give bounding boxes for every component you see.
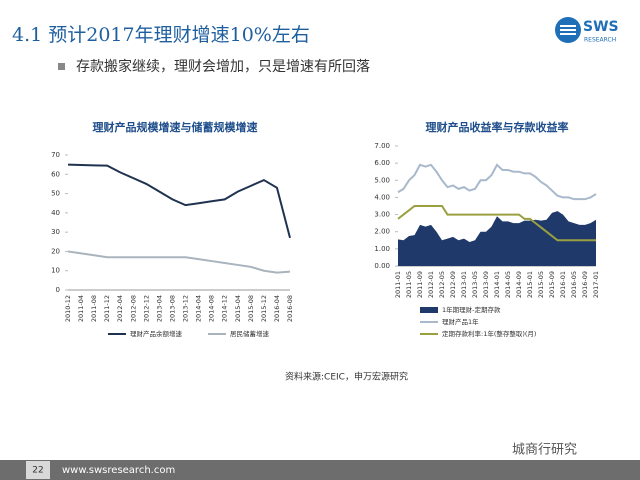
- x-tick-label: 2015-04: [234, 295, 242, 322]
- x-tick-label: 2014-12: [221, 295, 229, 322]
- slide-title: 4.1 预计2017年理财增速10%左右: [12, 24, 310, 46]
- x-tick-label: 2011-01: [394, 271, 402, 298]
- legend-label: 1年期理财-定期存款: [442, 305, 501, 314]
- y-tick-label: 0.00: [374, 262, 390, 270]
- footer-url: www.swsresearch.com: [62, 465, 175, 476]
- x-tick-label: 2016-05: [570, 271, 578, 298]
- y-tick-label: 4.00: [374, 193, 390, 201]
- logo-subtext: RESEARCH: [584, 37, 616, 44]
- source-note: 资料来源:CEIC，申万宏源研究: [285, 371, 408, 383]
- x-tick-label: 2012-08: [129, 295, 137, 322]
- page-box: [26, 461, 50, 479]
- line: [67, 250, 291, 274]
- legend-label: 定期存款利率:1年(整存整取)(月): [442, 329, 536, 338]
- chart-title: 理财产品规模增速与储蓄规模增速: [93, 120, 258, 134]
- x-tick-label: 2015-08: [247, 295, 255, 322]
- x-tick-label: 2013-12: [182, 295, 190, 322]
- x-tick-label: 2014-09: [515, 271, 523, 298]
- logo-text: SWS: [583, 19, 619, 35]
- x-tick-label: 2016-01: [559, 271, 567, 298]
- x-tick-label: 2010-12: [64, 295, 72, 322]
- y-tick-label: 70: [51, 151, 60, 159]
- x-tick-label: 2011-08: [90, 295, 98, 322]
- y-tick-label: 60: [51, 170, 60, 178]
- x-tick-label: 2015-09: [548, 271, 556, 298]
- x-tick-label: 2013-05: [471, 271, 479, 298]
- area: [398, 211, 596, 266]
- legend-swatch: [420, 307, 438, 313]
- x-tick-label: 2011-04: [77, 295, 85, 322]
- x-tick-label: 2013-01: [460, 271, 468, 298]
- logo-lines: [560, 25, 576, 35]
- x-tick-label: 2016-08: [286, 295, 294, 322]
- page-number: 22: [32, 466, 43, 476]
- x-tick-label: 2015-12: [260, 295, 268, 322]
- x-tick-label: 2011-05: [405, 271, 413, 298]
- x-tick-label: 2013-09: [482, 271, 490, 298]
- legend-label: 理财产品1年: [442, 317, 479, 326]
- legend-label: 理财产品余额增速: [130, 329, 183, 338]
- legend-label: 居民储蓄增速: [230, 329, 270, 338]
- x-tick-label: 2013-08: [168, 295, 176, 322]
- y-tick-label: 7.00: [374, 142, 390, 150]
- x-tick-label: 2017-01: [592, 271, 600, 298]
- x-tick-label: 2016-04: [273, 295, 281, 322]
- footer-bar: [0, 460, 640, 480]
- x-tick-label: 2012-09: [449, 271, 457, 298]
- watermark: 城商行研究: [512, 443, 577, 458]
- x-tick-label: 2014-05: [504, 271, 512, 298]
- y-tick-label: 6.00: [374, 159, 390, 167]
- line: [397, 205, 596, 242]
- x-tick-label: 2011-09: [416, 271, 424, 298]
- x-tick-label: 2014-08: [208, 295, 216, 322]
- bullet-marker: [58, 63, 65, 70]
- y-tick-label: 3.00: [374, 211, 390, 219]
- x-tick-label: 2016-09: [581, 271, 589, 298]
- y-tick-label: 30: [51, 228, 60, 236]
- y-tick-label: 2.00: [374, 228, 390, 236]
- x-tick-label: 2012-04: [116, 295, 124, 322]
- x-tick-label: 2014-04: [195, 295, 203, 322]
- bullet-text: 存款搬家继续，理财会增加，只是增速有所回落: [76, 58, 370, 75]
- x-tick-label: 2014-01: [493, 271, 501, 298]
- y-tick-label: 5.00: [374, 176, 390, 184]
- x-tick-label: 2012-05: [438, 271, 446, 298]
- y-tick-label: 20: [51, 247, 60, 255]
- chart-title: 理财产品收益率与存款收益率: [426, 120, 569, 134]
- y-tick-label: 0: [56, 286, 60, 294]
- x-tick-label: 2015-01: [526, 271, 534, 298]
- y-tick-label: 50: [51, 190, 60, 198]
- x-tick-label: 2013-04: [155, 295, 163, 322]
- y-tick-label: 10: [51, 267, 60, 275]
- line: [397, 163, 597, 201]
- x-tick-label: 2011-12: [103, 295, 111, 322]
- x-tick-label: 2012-12: [142, 295, 150, 322]
- y-tick-label: 1.00: [374, 245, 390, 253]
- y-tick-label: 40: [51, 209, 60, 217]
- x-tick-label: 2015-05: [537, 271, 545, 298]
- line: [67, 163, 291, 239]
- x-tick-label: 2012-01: [427, 271, 435, 298]
